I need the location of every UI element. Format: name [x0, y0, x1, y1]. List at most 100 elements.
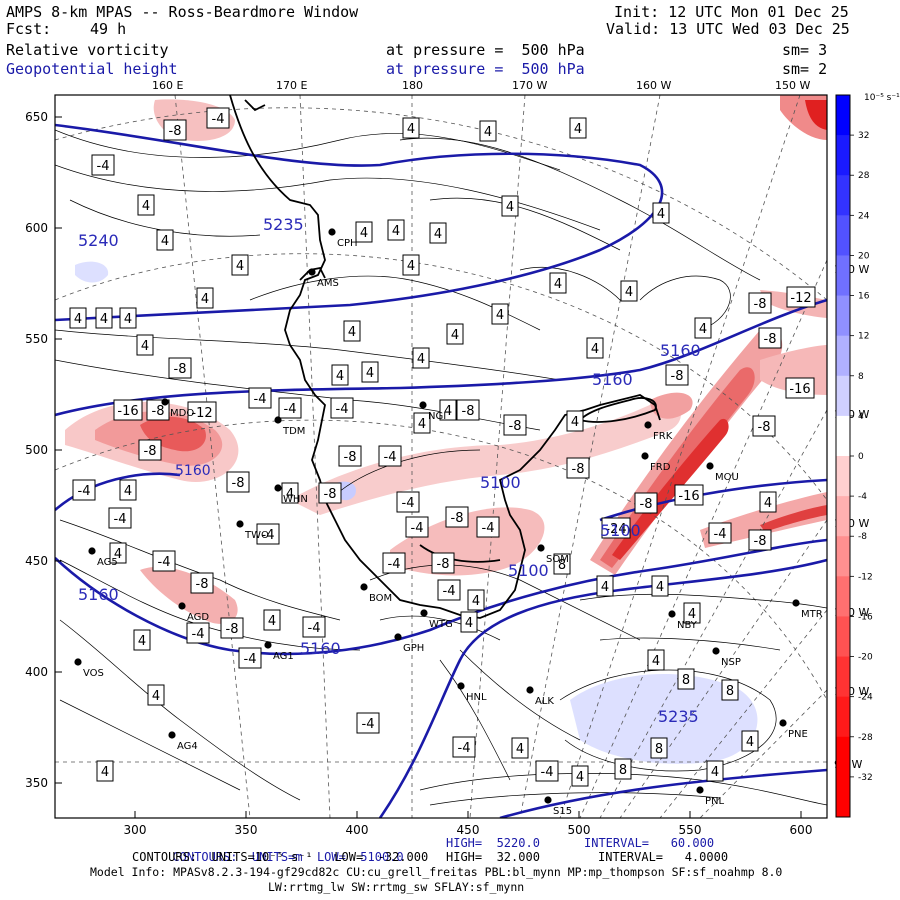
- field2-smoothing: sm= 2: [782, 60, 828, 78]
- station-dot: [264, 641, 272, 649]
- vorticity-label: 4: [109, 542, 127, 564]
- svg-text:4: 4: [496, 308, 504, 323]
- station-dot: [706, 462, 714, 470]
- station-name: VOS: [83, 668, 104, 679]
- vorticity-label: -4: [396, 491, 420, 513]
- vorticity-contour-low: CONTOURS: UNITS=10⁻⁵ s⁻¹ LOW= -32.000: [132, 850, 429, 864]
- station-name: NGI: [428, 411, 446, 422]
- station-dot: [537, 544, 545, 552]
- station: AGD: [178, 602, 209, 623]
- coastline: [229, 95, 661, 619]
- svg-text:-8: -8: [764, 332, 777, 347]
- svg-text:-4: -4: [336, 402, 349, 417]
- station-name: MTR: [801, 609, 823, 620]
- height-label: 5100: [508, 561, 549, 580]
- station-name: TWO: [244, 530, 269, 541]
- svg-text:4: 4: [124, 484, 132, 499]
- model-info: Model Info: MPASv8.2.3-194-gf29cd82c CU:…: [90, 865, 783, 879]
- vorticity-label: 4: [569, 117, 587, 139]
- svg-text:-8: -8: [437, 557, 450, 572]
- station: NSP: [712, 647, 741, 668]
- svg-text:4: 4: [652, 654, 660, 669]
- svg-text:4: 4: [574, 122, 582, 137]
- vorticity-label: -8: [338, 445, 362, 467]
- station-name: SOM: [546, 554, 569, 565]
- y-tick: 600: [25, 221, 48, 235]
- height-contour-high: HIGH= 5220.0: [446, 836, 540, 850]
- svg-text:-4: -4: [308, 621, 321, 636]
- svg-text:-4: -4: [443, 584, 456, 599]
- vorticity-label: -4: [330, 397, 354, 419]
- svg-text:-8: -8: [640, 497, 653, 512]
- station: VOS: [74, 658, 104, 679]
- svg-text:4: 4: [656, 580, 664, 595]
- vorticity-label: -4: [708, 522, 732, 544]
- vorticity-label: 4: [706, 760, 724, 782]
- colorbar-tick-label: 4: [858, 412, 864, 422]
- svg-text:4: 4: [236, 259, 244, 274]
- station-name: AMS: [317, 278, 339, 289]
- svg-text:-4: -4: [388, 557, 401, 572]
- svg-text:-8: -8: [169, 124, 182, 139]
- vorticity-label: 4: [343, 320, 361, 342]
- svg-text:4: 4: [764, 496, 772, 511]
- svg-text:-4: -4: [78, 484, 91, 499]
- colorbar-cell: [836, 696, 850, 738]
- station: GPH: [394, 633, 424, 654]
- colorbar-cell: [836, 656, 850, 698]
- station: FRK: [644, 421, 673, 442]
- svg-text:-12: -12: [790, 291, 811, 306]
- vorticity-label: -8: [163, 119, 187, 141]
- svg-text:-8: -8: [671, 369, 684, 384]
- colorbar-tick-label: 12: [858, 332, 869, 342]
- model-info-radiation: LW:rrtmg_lw SW:rrtmg_sw SFLAY:sf_mynn: [268, 880, 525, 894]
- lon-label: 170 W: [512, 79, 547, 92]
- vorticity-label: -8: [168, 357, 192, 379]
- station-dot: [88, 547, 96, 555]
- colorbar-cell: [836, 776, 850, 818]
- field2-name: Geopotential height: [6, 60, 178, 78]
- vorticity-label: 4: [96, 760, 114, 782]
- colorbar-cell: [836, 295, 850, 337]
- svg-text:4: 4: [407, 122, 415, 137]
- station-dot: [457, 682, 465, 690]
- colorbar-tick-label: 16: [858, 292, 870, 302]
- station-dot: [419, 401, 427, 409]
- plot-frame: [54, 94, 828, 819]
- vorticity-label: 8: [650, 737, 668, 759]
- vorticity-label: -8: [503, 414, 527, 436]
- height-contour-interval: INTERVAL= 60.000: [584, 836, 715, 850]
- station: HNL: [457, 682, 487, 703]
- station-dot: [526, 686, 534, 694]
- vorticity-label: -4: [476, 516, 500, 538]
- vorticity-label: -12: [187, 401, 217, 423]
- vorticity-label: -8: [431, 552, 455, 574]
- vorticity-label: -8: [220, 617, 244, 639]
- station-name: GPH: [403, 643, 424, 654]
- station: AG4: [168, 731, 198, 752]
- meridian-lines: [55, 95, 827, 818]
- svg-text:-4: -4: [158, 555, 171, 570]
- vorticity-label: 4: [467, 589, 485, 611]
- vorticity-label: 4: [511, 737, 529, 759]
- station-name: CPH: [337, 238, 358, 249]
- vorticity-label: -8: [634, 492, 658, 514]
- svg-text:4: 4: [625, 285, 633, 300]
- colorbar-tick-label: -16: [858, 612, 873, 622]
- height-label: 5235: [658, 707, 699, 726]
- vorticity-label: 4: [387, 219, 405, 241]
- station: AG1: [264, 641, 294, 662]
- svg-text:4: 4: [688, 607, 696, 622]
- colorbar-cell: [836, 496, 850, 537]
- vorticity-label: -8: [752, 415, 776, 437]
- colorbar-cell: [836, 175, 850, 216]
- svg-text:4: 4: [601, 580, 609, 595]
- svg-text:-4: -4: [114, 512, 127, 527]
- field1-name: Relative vorticity: [6, 41, 169, 59]
- station-dot: [641, 452, 649, 460]
- station-dot: [328, 228, 336, 236]
- init-time: Init: 12 UTC Mon 01 Dec 25: [614, 3, 849, 21]
- station-name: FRK: [653, 431, 673, 442]
- vorticity-label: -24: [601, 517, 631, 539]
- station-dot: [394, 633, 402, 641]
